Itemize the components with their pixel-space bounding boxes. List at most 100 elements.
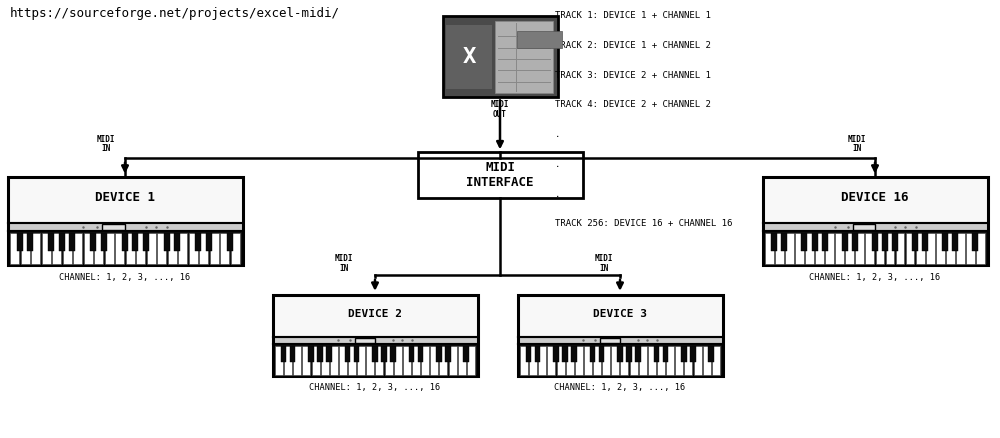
Bar (73, 233, 82, 264)
Bar (590, 346, 595, 362)
Bar (354, 338, 375, 343)
Bar (906, 233, 914, 264)
Bar (872, 233, 878, 251)
Bar (529, 346, 537, 374)
Bar (59, 233, 65, 251)
Bar (189, 233, 198, 264)
Bar (712, 346, 720, 374)
Bar (421, 346, 429, 374)
Bar (882, 233, 888, 251)
Bar (354, 346, 359, 362)
Bar (763, 177, 988, 265)
Text: DEVICE 2: DEVICE 2 (348, 308, 402, 318)
Bar (526, 346, 531, 362)
Bar (639, 346, 647, 374)
Bar (403, 346, 411, 374)
Bar (69, 233, 75, 251)
Bar (275, 346, 283, 374)
Text: DEVICE 16: DEVICE 16 (841, 191, 909, 205)
Bar (272, 295, 478, 337)
Bar (122, 233, 128, 251)
Bar (663, 346, 668, 362)
Bar (90, 233, 96, 251)
Bar (952, 233, 958, 251)
Bar (136, 233, 145, 264)
Bar (10, 233, 19, 264)
Bar (17, 233, 23, 251)
Bar (763, 177, 988, 223)
Bar (463, 346, 469, 362)
Bar (922, 233, 928, 251)
Bar (785, 233, 794, 264)
Bar (675, 346, 683, 374)
Text: TRACK 2: DEVICE 1 + CHANNEL 2: TRACK 2: DEVICE 1 + CHANNEL 2 (555, 41, 711, 50)
Text: TRACK 4: DEVICE 2 + CHANNEL 2: TRACK 4: DEVICE 2 + CHANNEL 2 (555, 100, 711, 110)
Bar (892, 233, 898, 251)
Bar (63, 233, 72, 264)
Bar (657, 346, 665, 374)
Bar (52, 233, 61, 264)
Bar (916, 233, 925, 264)
Text: .: . (555, 130, 560, 139)
Bar (412, 346, 420, 374)
Bar (801, 233, 807, 251)
Bar (312, 346, 320, 374)
Bar (227, 233, 233, 251)
Bar (956, 233, 965, 264)
Bar (199, 233, 208, 264)
Bar (886, 233, 894, 264)
Bar (8, 223, 242, 231)
Bar (876, 233, 884, 264)
Bar (366, 346, 374, 374)
Text: CHANNEL: 1, 2, 3, ..., 16: CHANNEL: 1, 2, 3, ..., 16 (554, 384, 686, 392)
Text: TRACK 1: DEVICE 1 + CHANNEL 1: TRACK 1: DEVICE 1 + CHANNEL 1 (555, 11, 711, 20)
Text: CHANNEL: 1, 2, 3, ..., 16: CHANNEL: 1, 2, 3, ..., 16 (309, 384, 441, 392)
Bar (164, 233, 170, 251)
Bar (926, 233, 935, 264)
Bar (763, 231, 988, 265)
Bar (936, 233, 945, 264)
Bar (635, 346, 641, 362)
Bar (842, 233, 848, 251)
Bar (302, 346, 310, 374)
Bar (815, 233, 824, 264)
Bar (681, 346, 687, 362)
Bar (385, 346, 393, 374)
Bar (445, 346, 451, 362)
Bar (648, 346, 656, 374)
Bar (8, 177, 242, 265)
Bar (357, 346, 365, 374)
Bar (584, 346, 592, 374)
Bar (620, 346, 628, 374)
Text: MIDI
INTERFACE: MIDI INTERFACE (466, 161, 534, 189)
Bar (436, 346, 442, 362)
Bar (272, 337, 478, 344)
Bar (178, 233, 187, 264)
Bar (517, 31, 562, 48)
Bar (293, 346, 301, 374)
Bar (442, 17, 558, 98)
Bar (174, 233, 180, 251)
Bar (571, 346, 577, 362)
Bar (372, 346, 378, 362)
Bar (822, 233, 828, 251)
Text: .: . (555, 160, 560, 169)
Bar (220, 233, 229, 264)
Bar (157, 233, 166, 264)
Bar (8, 177, 242, 223)
Bar (21, 233, 30, 264)
Bar (593, 346, 601, 374)
Bar (852, 233, 858, 251)
Bar (518, 295, 722, 337)
Bar (381, 346, 387, 362)
Bar (449, 346, 457, 374)
Bar (326, 346, 332, 362)
Bar (865, 233, 874, 264)
Bar (195, 233, 201, 251)
Bar (765, 233, 774, 264)
Bar (210, 233, 219, 264)
Bar (132, 233, 138, 251)
Text: DEVICE 3: DEVICE 3 (593, 308, 647, 318)
Bar (418, 152, 582, 198)
Bar (708, 346, 714, 362)
